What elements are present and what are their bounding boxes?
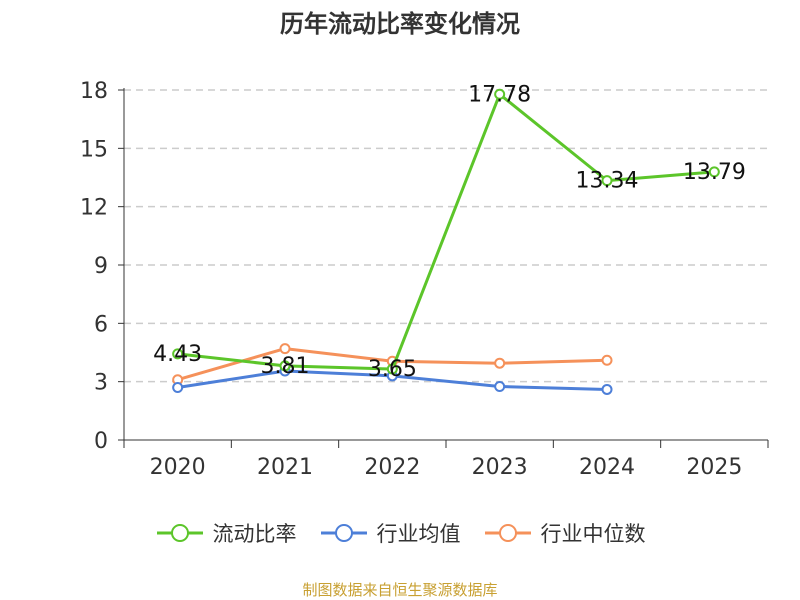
x-tick-label: 2023 xyxy=(472,455,528,480)
x-tick-label: 2021 xyxy=(257,455,313,480)
legend-item-industry-average[interactable]: 行业均值 xyxy=(319,518,461,548)
y-tick-label: 9 xyxy=(94,254,108,279)
legend-label-industry-average: 行业均值 xyxy=(376,522,461,546)
legend-item-industry-median[interactable]: 行业中位数 xyxy=(483,518,646,548)
data-label: 4.43 xyxy=(153,342,202,367)
data-label: 13.79 xyxy=(683,160,746,185)
series-group xyxy=(172,88,720,395)
x-tick-label: 2024 xyxy=(579,455,635,480)
data-labels: 4.43 3.81 3.65 17.78 13.34 13.79 xyxy=(153,82,746,382)
y-tick-label: 3 xyxy=(94,371,108,396)
chart-title: 历年流动比率变化情况 xyxy=(280,10,520,38)
y-tick-label: 0 xyxy=(94,429,108,454)
legend-label-industry-median: 行业中位数 xyxy=(540,522,646,546)
legend: 流动比率 行业均值 行业中位数 xyxy=(0,518,800,548)
legend-item-current-ratio[interactable]: 流动比率 xyxy=(155,518,297,548)
data-point-s1-3 xyxy=(494,381,506,393)
legend-label-current-ratio: 流动比率 xyxy=(212,522,297,546)
data-label: 3.65 xyxy=(368,357,417,382)
data-point-s1-4 xyxy=(601,383,613,395)
x-tick-label: 2025 xyxy=(686,455,742,480)
data-point-s0-3 xyxy=(494,88,506,100)
y-tick-label: 6 xyxy=(94,312,108,337)
series-line-0 xyxy=(177,92,715,371)
data-point-s2-1 xyxy=(279,343,291,355)
axes: 0 3 6 9 12 15 18 2020 2021 2022 2023 2024 2025 xyxy=(80,79,769,480)
legend-marker-industry-average xyxy=(320,524,367,542)
data-point-s0-4 xyxy=(601,175,613,187)
data-point-s1-0 xyxy=(172,382,184,393)
y-tick-label: 12 xyxy=(80,196,108,221)
y-tick-label: 15 xyxy=(80,137,108,162)
x-tick-label: 2022 xyxy=(364,455,420,480)
data-point-s0-1 xyxy=(279,360,291,372)
data-label: 13.34 xyxy=(576,169,639,194)
legend-marker-industry-median xyxy=(484,524,531,542)
data-point-s0-0 xyxy=(172,348,184,360)
data-point-s0-2 xyxy=(386,363,398,375)
legend-marker-current-ratio xyxy=(156,524,203,542)
data-point-s0-5 xyxy=(708,166,720,178)
data-label: 17.78 xyxy=(468,82,531,107)
x-tick-label: 2020 xyxy=(150,455,206,480)
data-source-note: 制图数据来自恒生聚源数据库 xyxy=(302,581,498,599)
data-point-s2-4 xyxy=(601,354,613,366)
y-tick-label: 18 xyxy=(80,79,108,104)
data-label: 3.81 xyxy=(261,354,310,379)
data-point-s2-3 xyxy=(494,357,506,369)
grid-lines xyxy=(124,89,768,383)
